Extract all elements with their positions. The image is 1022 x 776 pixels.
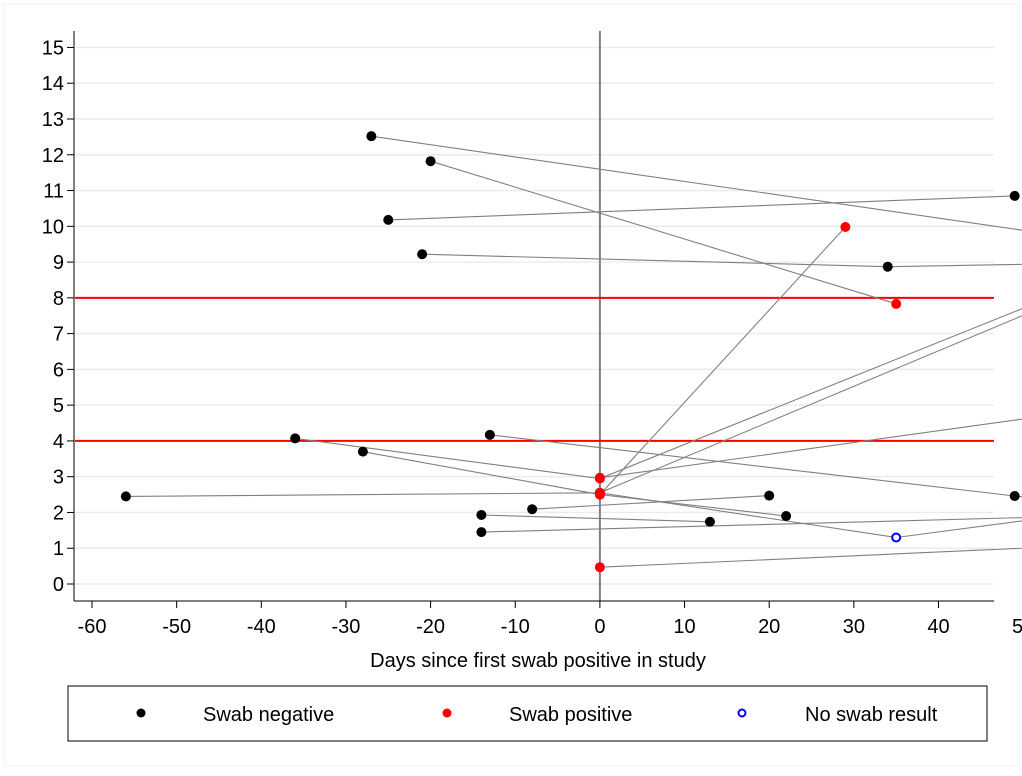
legend-label-swab-negative: Swab negative [203, 704, 334, 726]
y-tick-label-7: 7 [53, 324, 64, 346]
point-swab-negative-12-1 [476, 527, 487, 538]
x-tick-label--30: -30 [331, 616, 360, 638]
legend-marker-swab-positive [442, 708, 452, 718]
trajectory-8 [599, 418, 1022, 479]
point-swab-negative-1-5 [417, 249, 428, 260]
y-tick-label-1: 1 [53, 538, 64, 560]
trajectory-2 [371, 135, 1022, 231]
trajectory-15 [599, 547, 1022, 568]
point-swab-negative-13-2 [781, 511, 792, 522]
x-tick-label--50: -50 [162, 616, 191, 638]
y-tick-label-4: 4 [53, 431, 64, 453]
trajectory-4 [388, 195, 1015, 221]
point-swab-negative-10-1 [476, 509, 487, 520]
point-swab-negative-3-1 [425, 156, 436, 167]
point-swab-negative-11-1 [527, 504, 538, 515]
y-tick-label-13: 13 [42, 109, 64, 131]
point-swab-negative-7-2 [1009, 491, 1020, 502]
point-swab-negative-6-1 [357, 446, 368, 457]
y-tick-label-6: 6 [53, 359, 64, 381]
point-swab-positive-3-2 [891, 298, 902, 309]
point-swab-negative-4-2 [1009, 190, 1020, 201]
legend: Swab negative Swab positive No swab resu… [67, 685, 988, 742]
x-axis-label: Days since first swab positive in study [370, 650, 706, 672]
point-swab-positive-6-3 [840, 222, 851, 233]
x-tick-label--20: -20 [416, 616, 445, 638]
point-swab-negative-1-1 [120, 491, 131, 502]
x-tick-label-30: 30 [843, 616, 865, 638]
reference-lines [75, 31, 994, 601]
x-tick-label-10: 10 [673, 616, 695, 638]
point-swab-positive-8-1 [594, 472, 605, 483]
trajectory-13 [599, 494, 787, 517]
x-tick-label-50: 50 [1012, 616, 1022, 638]
trajectory-11 [532, 495, 770, 510]
y-tick-label-8: 8 [53, 288, 64, 310]
point-swab-negative-2-1 [366, 131, 377, 142]
point-swab-positive-15-1 [594, 562, 605, 573]
x-tick-label-40: 40 [927, 616, 949, 638]
trajectory-10 [481, 514, 710, 523]
point-swab-negative-11-2 [764, 490, 775, 501]
point-swab-negative-1-4 [882, 261, 893, 272]
legend-box [67, 685, 988, 742]
x-tick-label--60: -60 [78, 616, 107, 638]
point-swab-negative-10-2 [704, 516, 715, 527]
x-tick-label-0: 0 [594, 616, 605, 638]
point-no-swab-result-14-2 [891, 532, 902, 543]
axes [73, 31, 994, 602]
point-swab-positive-14-1 [594, 487, 605, 498]
legend-label-no-swab-result: No swab result [805, 704, 938, 726]
y-tick-label-15: 15 [42, 37, 64, 59]
y-tick-label-12: 12 [42, 145, 64, 167]
outer-frame [3, 3, 1019, 767]
legend-marker-no-swab-result [737, 708, 747, 718]
x-ticks: -60-50-40-30-20-100102030405060708090100… [78, 601, 1022, 638]
trajectory-5 [295, 308, 1022, 480]
x-tick-label-20: 20 [758, 616, 780, 638]
point-swab-negative-4-1 [383, 214, 394, 225]
trajectory-1 [125, 253, 1022, 497]
y-tick-label-3: 3 [53, 467, 64, 489]
y-tick-label-2: 2 [53, 502, 64, 524]
y-tick-label-0: 0 [53, 574, 64, 596]
x-tick-label--10: -10 [501, 616, 530, 638]
y-tick-label-14: 14 [42, 73, 64, 95]
y-tick-label-11: 11 [43, 181, 64, 203]
legend-label-swab-positive: Swab positive [509, 704, 632, 726]
x-tick-label--40: -40 [247, 616, 276, 638]
y-tick-label-5: 5 [53, 395, 64, 417]
trajectory-3 [430, 160, 897, 305]
data-points [120, 131, 1020, 573]
point-swab-negative-5-1 [290, 433, 301, 444]
y-tick-label-9: 9 [53, 252, 64, 274]
legend-marker-swab-negative [136, 708, 146, 718]
trajectory-12 [481, 517, 1022, 533]
y-tick-label-10: 10 [42, 216, 64, 238]
point-swab-negative-7-1 [484, 429, 495, 440]
